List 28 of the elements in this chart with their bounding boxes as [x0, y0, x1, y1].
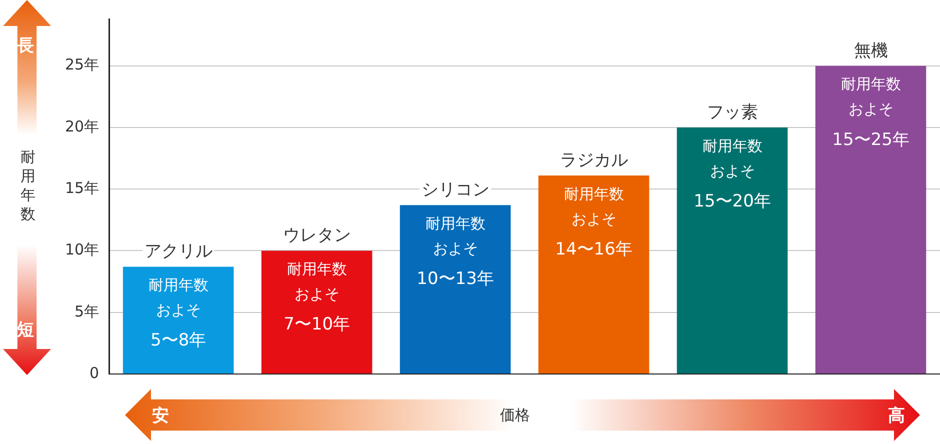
data-label: 耐用年数およそ10〜13年: [416, 214, 494, 290]
x-tick-label: ウレタン: [282, 226, 351, 246]
y-tick-label: 0: [90, 364, 100, 382]
bar: [538, 176, 650, 374]
bar: [261, 250, 372, 374]
y-tick-label: 5年: [74, 302, 100, 320]
y-tick-label: 10年: [64, 240, 100, 259]
x-tick-label: 無機: [854, 40, 888, 61]
bar: [676, 127, 788, 374]
bar: [815, 66, 926, 374]
x-tick-label: アクリル: [144, 242, 212, 262]
y-tick-label: 20年: [64, 117, 100, 136]
data-label: 耐用年数およそ15〜25年: [832, 75, 910, 150]
x-tick-label: ラジカル: [560, 150, 628, 170]
x-axis-title: 価格: [500, 406, 530, 425]
data-label: 耐用年数およそ15〜20年: [694, 136, 771, 212]
x-tick-label: シリコン: [421, 180, 490, 200]
data-label: 耐用年数およそ14〜16年: [555, 184, 632, 260]
y-tick-label: 15年: [64, 178, 100, 197]
y-axis-title: 耐用年数: [20, 148, 36, 224]
bar: [122, 266, 234, 374]
x-tick-label: フッ素: [706, 102, 758, 122]
y-tick-label: 25年: [64, 56, 100, 74]
data-label: 耐用年数およそ7〜10年: [284, 260, 350, 335]
text: 高: [888, 405, 905, 427]
text: 安: [152, 405, 169, 427]
bar: [400, 205, 511, 374]
data-label: 耐用年数およそ5〜8年: [148, 276, 208, 351]
